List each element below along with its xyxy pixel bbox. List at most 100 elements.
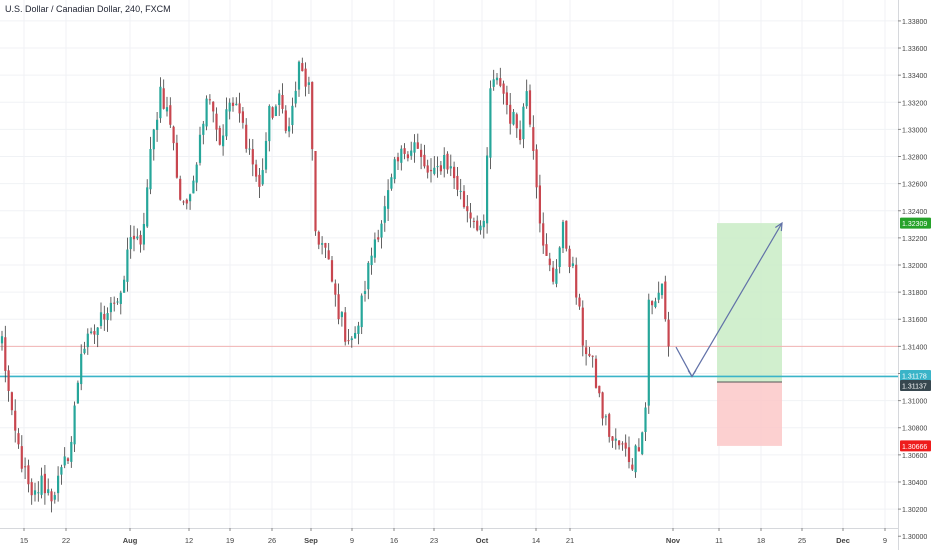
candle — [413, 134, 416, 163]
candle-body — [123, 279, 126, 293]
price-tick-label: 1.31400 — [902, 344, 927, 351]
candle — [0, 330, 4, 351]
candle-body — [43, 473, 46, 494]
candle — [50, 488, 53, 513]
loss-zone[interactable] — [717, 382, 782, 446]
candle — [618, 440, 621, 450]
candle — [198, 126, 202, 166]
candle — [509, 92, 512, 135]
candle-body — [515, 114, 518, 129]
candle-body — [647, 299, 650, 406]
candle-body — [552, 267, 555, 282]
candle — [30, 478, 33, 505]
candle — [241, 106, 244, 129]
price-tick-label: 1.33400 — [902, 73, 927, 80]
candle — [561, 219, 565, 253]
candle — [119, 290, 122, 315]
candle — [192, 175, 195, 194]
candle — [641, 431, 644, 456]
candle-body — [651, 301, 654, 306]
candle-body — [489, 88, 492, 158]
candle-body — [321, 243, 324, 245]
candle-body — [334, 283, 337, 295]
candle-body — [611, 436, 614, 441]
time-tick-label: 23 — [430, 536, 438, 545]
candle — [581, 300, 584, 357]
candle — [175, 134, 178, 179]
candle-body — [245, 124, 248, 149]
time-axis[interactable]: 15 22 Aug 12 19 26 Sep 9 16 23 Oct 14 21 Nov 11 18 25 Dec… — [0, 528, 898, 550]
candle-body — [172, 126, 175, 144]
candle-body — [99, 312, 103, 326]
candle-body — [542, 223, 545, 246]
price-tick-label: 1.31600 — [902, 317, 927, 324]
candle — [466, 195, 469, 223]
candle — [377, 229, 380, 243]
candle-body — [545, 244, 548, 256]
candle-body — [198, 134, 202, 163]
candle — [165, 96, 169, 117]
candle — [90, 327, 93, 335]
candle — [660, 283, 664, 299]
candle — [113, 296, 116, 312]
candle-body — [644, 407, 647, 432]
candle — [651, 300, 654, 315]
candle — [53, 491, 56, 504]
price-tick-label: 1.33200 — [902, 100, 927, 107]
candle-body — [423, 154, 426, 167]
candle-body — [271, 107, 274, 118]
candle — [436, 156, 439, 178]
price-badge-bg — [900, 440, 931, 452]
price-axis[interactable]: 1.340001.338001.336001.334001.332001.330… — [898, 0, 932, 550]
candle-body — [495, 77, 499, 81]
horizontal-lines[interactable] — [0, 345, 898, 378]
price-tick-label: 1.33800 — [902, 19, 927, 26]
candle-body — [383, 206, 386, 223]
candle — [27, 459, 30, 493]
candle — [443, 147, 446, 178]
candle — [222, 124, 225, 156]
candle — [307, 76, 310, 94]
symbol-title: U.S. Dollar / Canadian Dollar, 240, FXCM — [5, 4, 171, 14]
candle-body — [406, 154, 409, 159]
candle-body — [139, 234, 142, 245]
projection-arrow[interactable] — [675, 221, 783, 378]
candle-body — [185, 199, 188, 204]
position-tool[interactable] — [717, 223, 782, 446]
candle — [575, 257, 578, 305]
candle — [624, 434, 627, 457]
candle — [47, 478, 50, 496]
candle — [433, 156, 436, 176]
candle — [156, 112, 159, 142]
candle — [486, 147, 489, 234]
candle-body — [492, 79, 495, 87]
candle-body — [581, 307, 584, 346]
candle-body — [205, 98, 208, 127]
profit-zone[interactable] — [717, 223, 782, 383]
candle-body — [103, 313, 106, 320]
price-badge-label: 1.32309 — [902, 221, 927, 228]
candle — [238, 92, 241, 123]
candle — [578, 293, 581, 310]
candle-body — [297, 61, 301, 90]
candle-body — [182, 201, 185, 203]
candle-body — [284, 110, 287, 131]
candle-body — [189, 194, 192, 202]
candle-body — [208, 99, 211, 101]
candle — [123, 275, 126, 293]
candle-body — [380, 223, 383, 238]
price-tick-label: 1.30000 — [902, 534, 927, 541]
time-tick-label: 9 — [350, 536, 354, 545]
candle-body — [548, 258, 551, 266]
candle — [565, 220, 568, 252]
candle — [10, 391, 13, 416]
candle — [182, 200, 185, 206]
candle-body — [436, 166, 439, 168]
candle — [327, 242, 330, 260]
candle-body — [575, 264, 578, 298]
candle — [149, 136, 152, 195]
candle-body — [621, 443, 624, 445]
candle — [347, 329, 350, 345]
